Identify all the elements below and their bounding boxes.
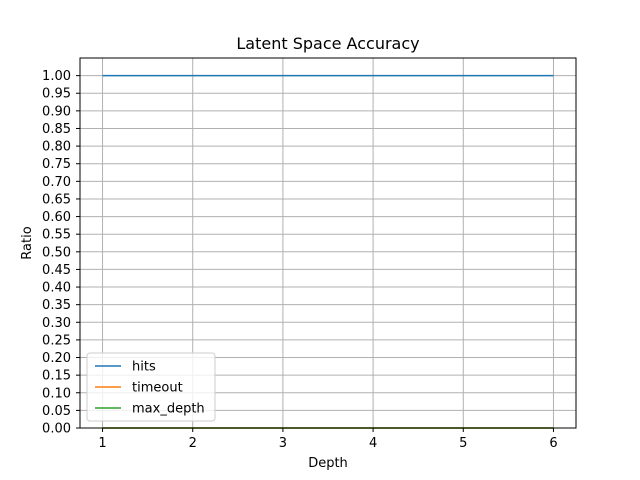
x-tick-label: 4 bbox=[369, 436, 377, 451]
y-tick-label: 0.75 bbox=[42, 157, 71, 172]
y-tick-label: 0.45 bbox=[42, 263, 71, 278]
plot-frame bbox=[79, 57, 577, 429]
legend-label-max_depth: max_depth bbox=[132, 402, 205, 417]
y-tick-label: 0.15 bbox=[42, 369, 71, 384]
legend-label-timeout: timeout bbox=[132, 381, 183, 396]
y-tick-label: 0.80 bbox=[42, 140, 71, 155]
x-tick-label: 6 bbox=[549, 436, 557, 451]
y-tick-label: 0.20 bbox=[42, 351, 71, 366]
x-tick-label: 3 bbox=[279, 436, 287, 451]
y-tick-label: 0.10 bbox=[42, 386, 71, 401]
y-axis-ticks: 0.00 0.05 0.10 0.15 0.20 0.25 0.30 0.35 0.40 0.45… bbox=[42, 69, 80, 437]
y-tick-label: 0.85 bbox=[42, 122, 71, 137]
chart-title: Latent Space Accuracy bbox=[236, 34, 419, 53]
y-tick-label: 0.30 bbox=[42, 316, 71, 331]
y-tick-label: 0.70 bbox=[42, 175, 71, 190]
y-axis-label: Ratio bbox=[20, 226, 35, 259]
x-tick-label: 2 bbox=[189, 436, 197, 451]
x-tick-label: 1 bbox=[98, 436, 106, 451]
y-tick-label: 1.00 bbox=[42, 69, 71, 84]
y-tick-label: 0.55 bbox=[42, 228, 71, 243]
y-tick-label: 0.40 bbox=[42, 281, 71, 296]
y-tick-label: 0.25 bbox=[42, 333, 71, 348]
legend-label-hits: hits bbox=[132, 360, 156, 375]
y-tick-label: 0.50 bbox=[42, 245, 71, 260]
legend-box bbox=[86, 352, 216, 422]
grid bbox=[80, 58, 576, 429]
y-tick-label: 0.60 bbox=[42, 210, 71, 225]
y-tick-label: 0.00 bbox=[42, 422, 71, 437]
y-tick-label: 0.05 bbox=[42, 404, 71, 419]
x-tick-label: 5 bbox=[459, 436, 467, 451]
y-tick-label: 0.35 bbox=[42, 298, 71, 313]
y-tick-label: 0.95 bbox=[42, 87, 71, 102]
y-tick-label: 0.90 bbox=[42, 104, 71, 119]
legend: hits timeout max_depth bbox=[86, 352, 216, 422]
x-axis-ticks: 1 2 3 4 5 6 bbox=[98, 428, 558, 451]
y-tick-label: 0.65 bbox=[42, 192, 71, 207]
x-axis-label: Depth bbox=[308, 456, 348, 471]
